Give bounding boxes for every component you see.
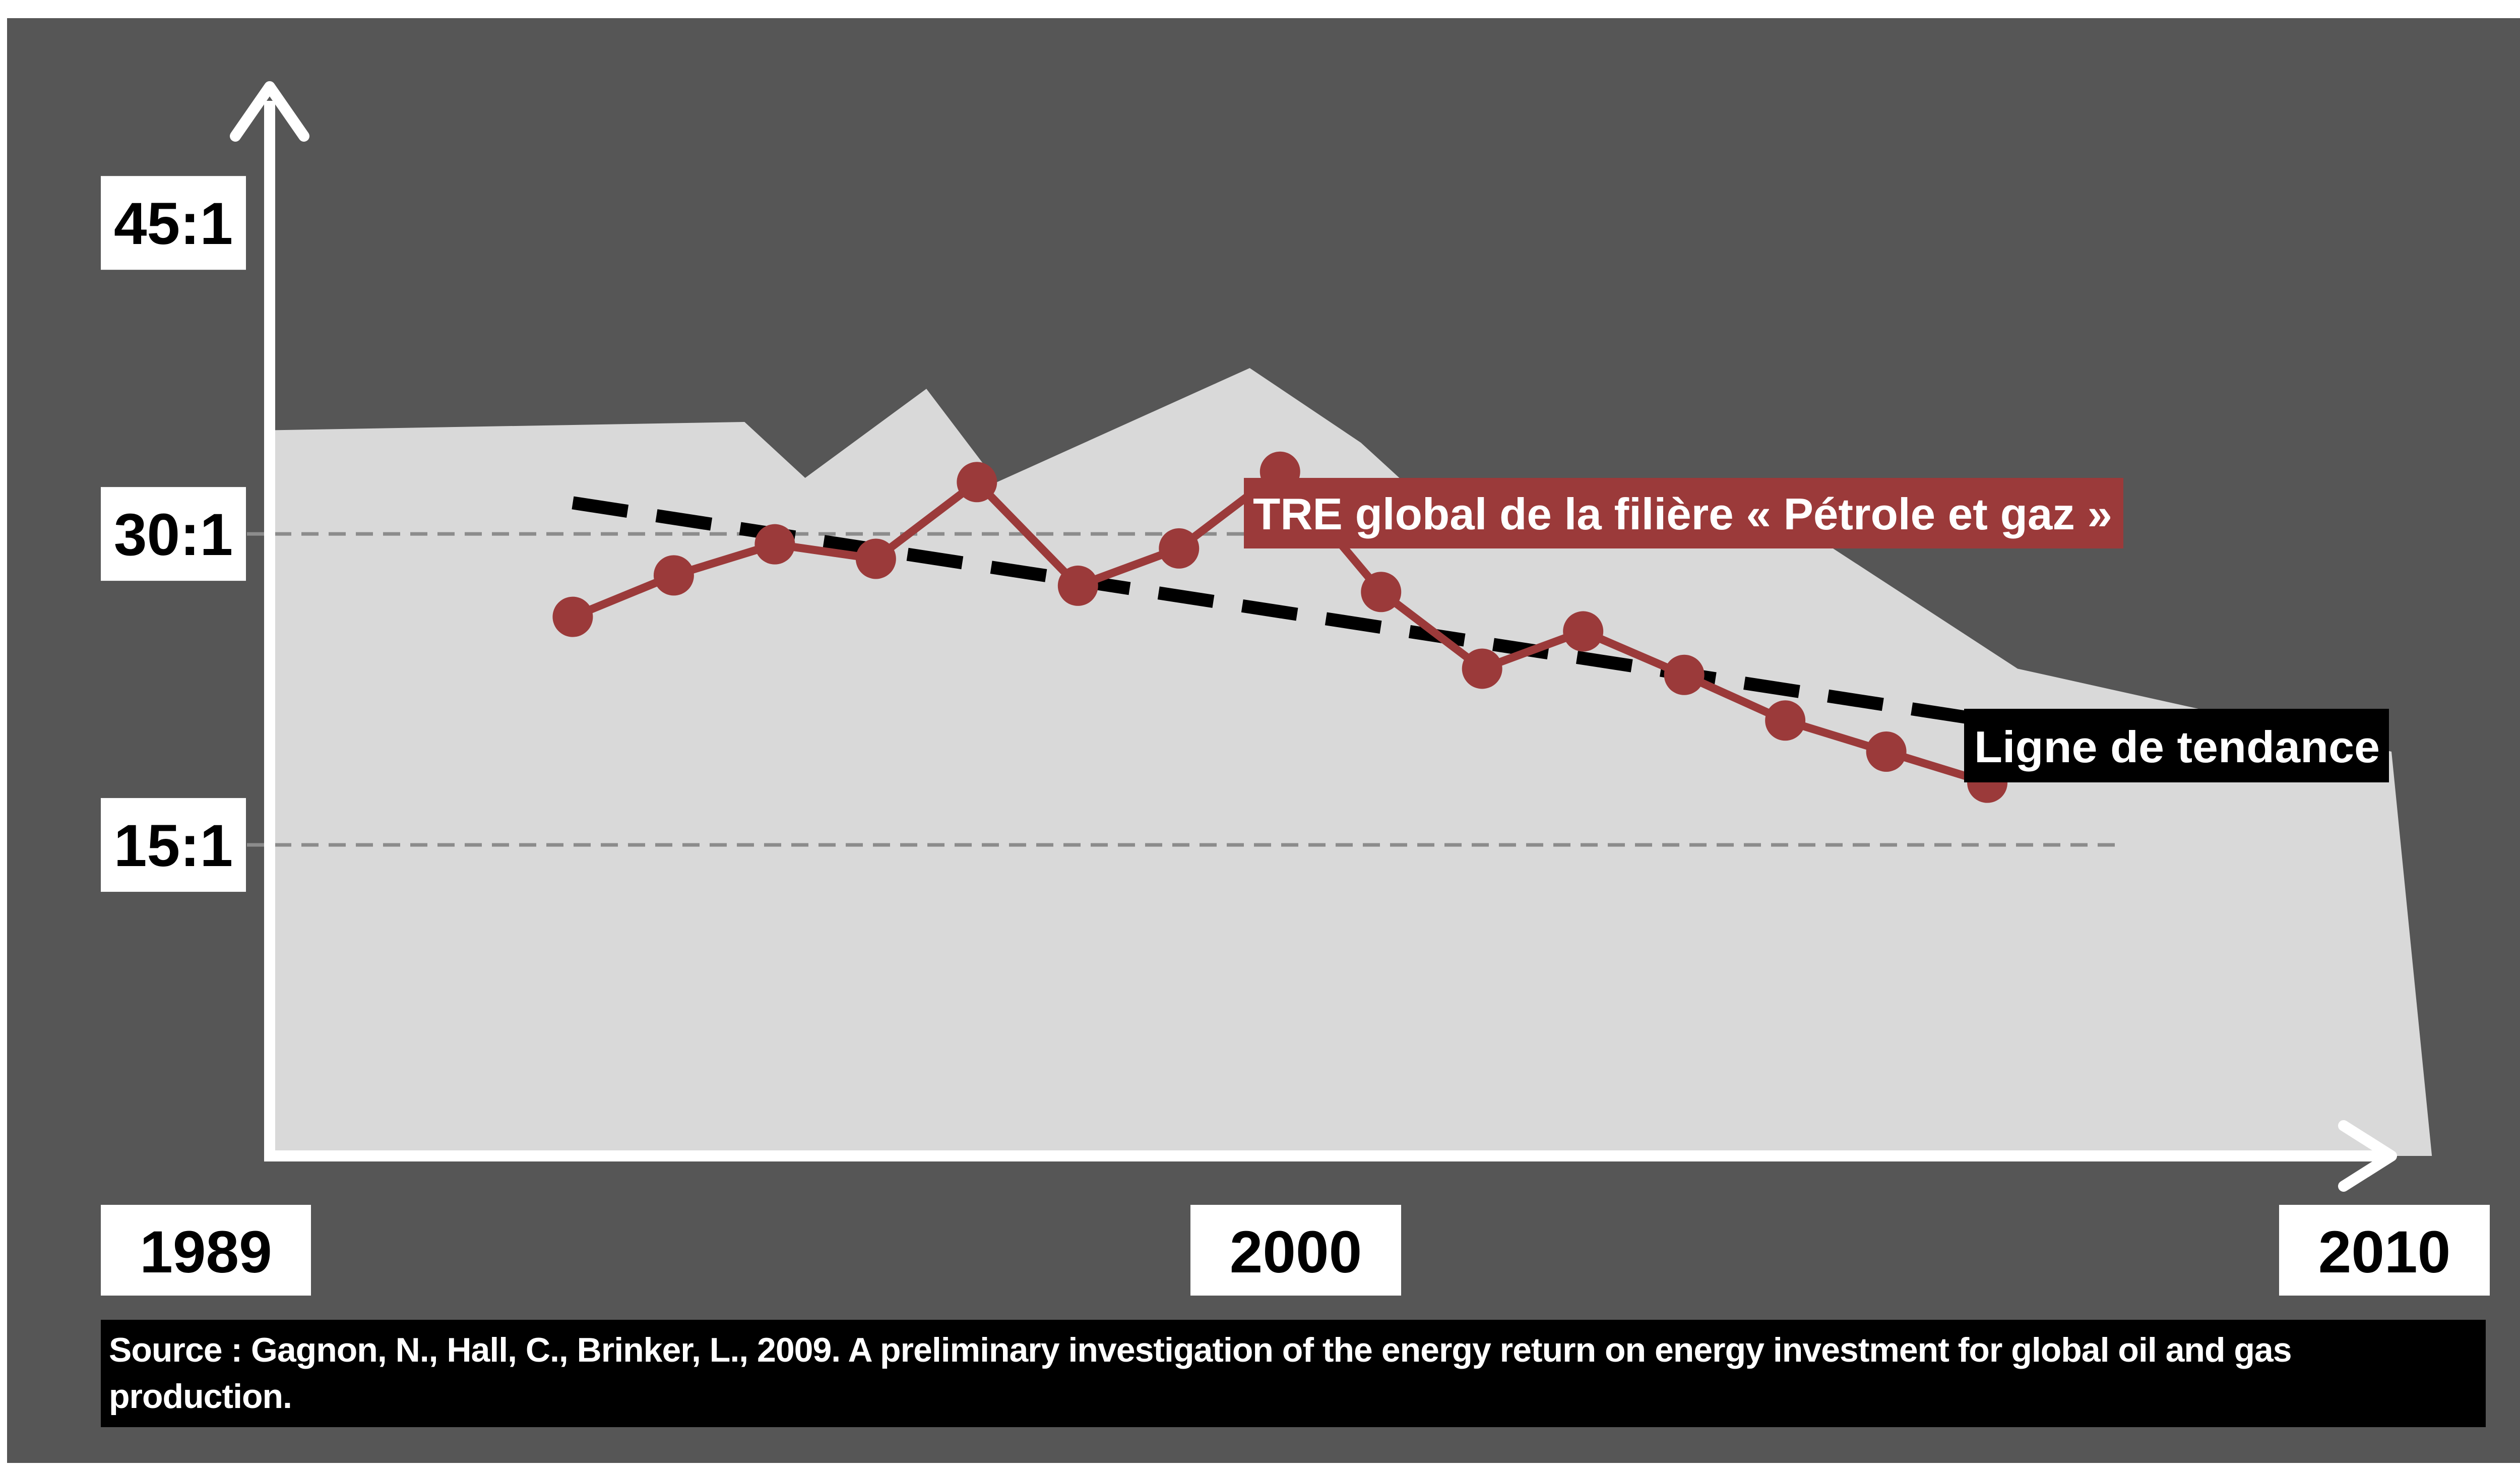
y-tick-box — [101, 798, 246, 892]
series-point — [754, 524, 795, 565]
trend-legend: Ligne de tendance — [1964, 709, 2389, 782]
x-tick-label: 1989 — [140, 1219, 272, 1285]
x-tick-labels: 1989 2000 2010 — [101, 1205, 2490, 1296]
series-label-box — [1244, 478, 2123, 548]
series-label: TRE global de la filière « Pétrole et ga… — [1253, 489, 2112, 539]
series-point — [1866, 731, 1907, 772]
series-point — [1563, 611, 1604, 652]
source-text: Source : Gagnon, N., Hall, C., Brinker, … — [109, 1331, 2292, 1416]
series-point — [1361, 572, 1402, 612]
series-point — [1462, 648, 1502, 689]
series-points — [552, 451, 2008, 803]
y-tick-box — [101, 176, 246, 270]
series-point — [1664, 654, 1705, 695]
x-axis-arrowhead — [2338, 1120, 2397, 1192]
x-tick-box — [2279, 1205, 2490, 1296]
y-tick-label: 30:1 — [114, 502, 233, 568]
y-tick-labels: 15:1 30:1 45:1 — [101, 176, 246, 892]
series-point — [1159, 528, 1200, 569]
y-axis-arrowhead — [230, 81, 309, 142]
series-point — [1765, 700, 1806, 741]
series-point — [552, 596, 593, 637]
trend-label-box — [1964, 709, 2389, 782]
background-area — [270, 368, 2432, 1156]
series-legend: TRE global de la filière « Pétrole et ga… — [1244, 478, 2123, 548]
y-tick-label: 15:1 — [114, 813, 233, 879]
source-box: Source : Gagnon, N., Hall, C., Brinker, … — [101, 1320, 2486, 1427]
y-tick-box — [101, 487, 246, 581]
x-tick-box — [1190, 1205, 1401, 1296]
series-point — [653, 555, 694, 596]
x-tick-label: 2000 — [1230, 1219, 1362, 1285]
series-point — [1057, 565, 1098, 606]
x-tick-box — [101, 1205, 311, 1296]
trend-label: Ligne de tendance — [1974, 722, 2380, 772]
series-point — [957, 462, 997, 503]
series-point — [855, 538, 896, 579]
x-tick-label: 2010 — [2318, 1219, 2451, 1285]
trend-line — [572, 496, 1989, 727]
y-tick-label: 45:1 — [114, 191, 233, 257]
